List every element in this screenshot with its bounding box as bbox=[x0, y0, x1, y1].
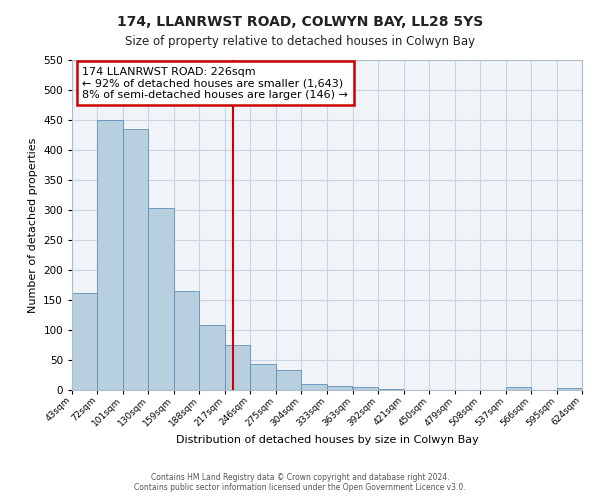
Text: Contains HM Land Registry data © Crown copyright and database right 2024.
Contai: Contains HM Land Registry data © Crown c… bbox=[134, 473, 466, 492]
Bar bbox=[72, 293, 97, 390]
Bar bbox=[250, 364, 275, 390]
Bar bbox=[506, 387, 531, 390]
Bar bbox=[199, 325, 225, 390]
Text: 174, LLANRWST ROAD, COLWYN BAY, LL28 5YS: 174, LLANRWST ROAD, COLWYN BAY, LL28 5YS bbox=[117, 15, 483, 29]
Y-axis label: Number of detached properties: Number of detached properties bbox=[28, 138, 38, 312]
Bar bbox=[275, 370, 301, 390]
Text: 174 LLANRWST ROAD: 226sqm
← 92% of detached houses are smaller (1,643)
8% of sem: 174 LLANRWST ROAD: 226sqm ← 92% of detac… bbox=[82, 66, 348, 100]
Bar bbox=[326, 386, 352, 390]
Bar bbox=[123, 129, 148, 390]
X-axis label: Distribution of detached houses by size in Colwyn Bay: Distribution of detached houses by size … bbox=[176, 434, 478, 444]
Bar bbox=[174, 291, 199, 390]
Bar bbox=[557, 388, 582, 390]
Bar bbox=[225, 345, 250, 390]
Text: Size of property relative to detached houses in Colwyn Bay: Size of property relative to detached ho… bbox=[125, 35, 475, 48]
Bar bbox=[148, 208, 174, 390]
Bar bbox=[353, 387, 379, 390]
Bar bbox=[97, 120, 123, 390]
Bar bbox=[301, 384, 326, 390]
